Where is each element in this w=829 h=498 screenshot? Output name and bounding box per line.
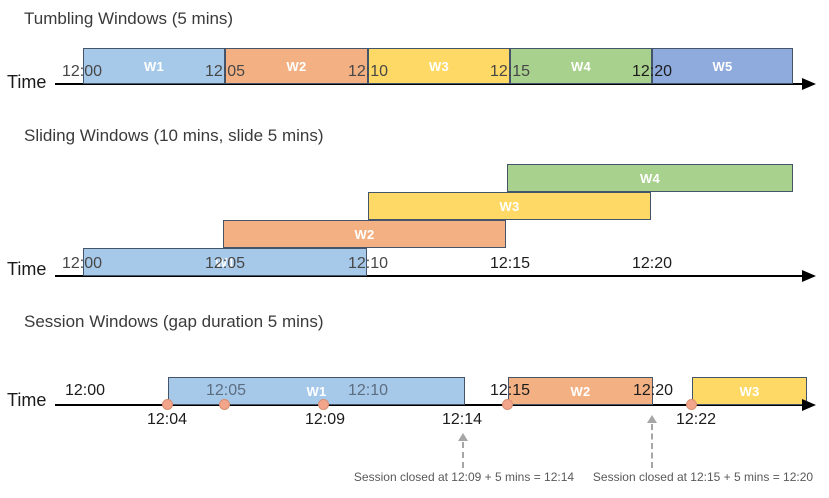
tick-label: 12:15 (489, 255, 531, 272)
event-time-label: 12:04 (146, 411, 188, 428)
sliding-window-w2: W2 (223, 220, 506, 248)
tumbling-section-title: Tumbling Windows (5 mins) (24, 9, 234, 28)
event-time-label: 12:14 (441, 411, 483, 428)
event-dot (686, 399, 697, 410)
tumbling-window-w4: W4 (510, 48, 652, 84)
sliding-time-axis (55, 275, 805, 277)
session-closed-annotation: Session closed at 12:09 + 5 mins = 12:14 (353, 470, 575, 484)
window-label: W2 (570, 383, 591, 399)
dashed-up-arrow-icon (647, 415, 657, 423)
session-closed-annotation: Session closed at 12:15 + 5 mins = 12:20 (592, 470, 814, 484)
session-time-axis (55, 404, 805, 406)
tick-label: 12:05 (205, 382, 247, 399)
tick-label: 12:20 (631, 255, 673, 272)
window-label: W3 (499, 198, 520, 214)
session-time-axis-label: Time (7, 390, 47, 410)
session-window-w2: W2 (508, 377, 653, 405)
dashed-arrow-line (462, 442, 464, 468)
session-section-title: Session Windows (gap duration 5 mins) (24, 312, 324, 331)
window-label: W5 (712, 58, 733, 74)
tick-label: 12:00 (61, 255, 103, 272)
tick-label: 12:00 (61, 63, 103, 80)
tumbling-time-axis-label: Time (7, 72, 47, 92)
tick-label: 12:05 (204, 63, 246, 80)
window-label: W2 (286, 58, 307, 74)
event-dot (502, 399, 513, 410)
window-label: W3 (428, 58, 450, 74)
window-label: W1 (214, 254, 236, 270)
event-dot (318, 399, 329, 410)
tumbling-window-w5: W5 (652, 48, 793, 84)
event-dot (162, 399, 173, 410)
tick-label: 12:05 (204, 255, 246, 272)
axis-arrow-icon (802, 78, 816, 90)
tick-label: 12:00 (64, 382, 106, 399)
event-dot (219, 399, 230, 410)
tick-label: 12:15 (489, 63, 531, 80)
tumbling-window-w1: W1 (83, 48, 225, 84)
dashed-up-arrow-icon (458, 433, 468, 441)
tick-label: 12:20 (631, 63, 673, 80)
session-window-w3: W3 (692, 377, 807, 405)
dashed-arrow-line (651, 424, 653, 468)
window-label: W4 (570, 58, 592, 74)
tick-label: 12:10 (347, 382, 389, 399)
sliding-time-axis-label: Time (7, 259, 47, 279)
sliding-window-w4: W4 (507, 164, 793, 192)
axis-arrow-icon (802, 399, 816, 411)
event-time-label: 12:22 (675, 411, 717, 428)
window-label: W1 (306, 383, 327, 399)
window-label: W3 (739, 383, 760, 399)
window-label: W4 (639, 170, 661, 186)
sliding-section-title: Sliding Windows (10 mins, slide 5 mins) (24, 126, 324, 145)
tick-label: 12:15 (489, 382, 531, 399)
axis-arrow-icon (802, 270, 816, 282)
window-label: W2 (354, 226, 375, 242)
session-window-w1: W1 (168, 377, 465, 405)
sliding-window-w1: W1 (83, 248, 367, 276)
tumbling-window-w3: W3 (368, 48, 510, 84)
tick-label: 12:20 (632, 382, 674, 399)
tumbling-time-axis (55, 83, 805, 85)
tumbling-window-w2: W2 (225, 48, 368, 84)
tick-label: 12:10 (347, 63, 389, 80)
event-time-label: 12:09 (304, 411, 346, 428)
sliding-window-w3: W3 (368, 192, 651, 220)
window-label: W1 (143, 58, 165, 74)
tick-label: 12:10 (347, 255, 389, 272)
